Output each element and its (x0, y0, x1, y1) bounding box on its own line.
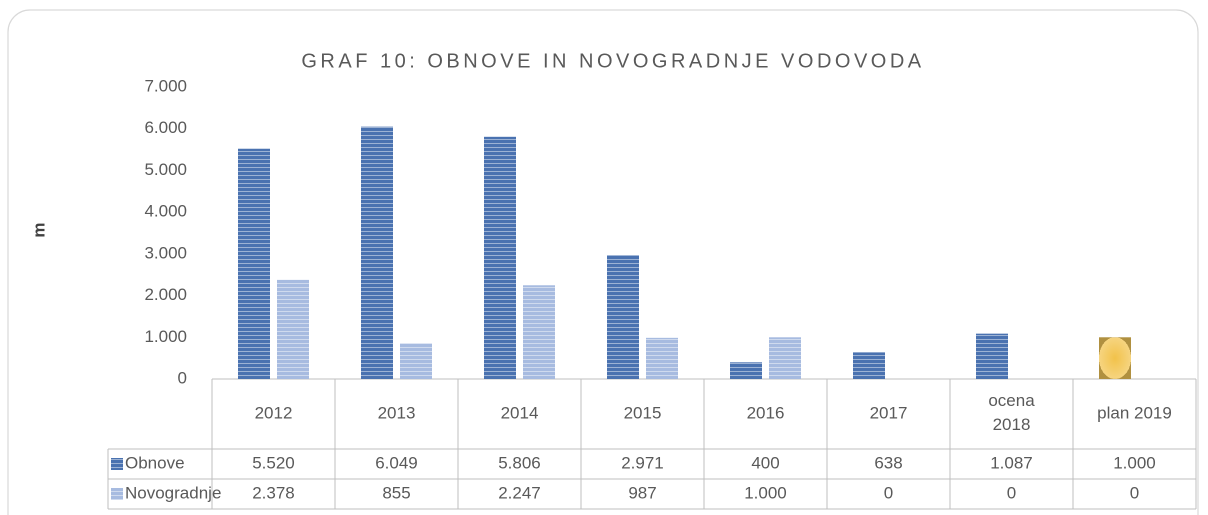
data-table-value: 400 (751, 453, 779, 472)
data-table-value: 2.378 (252, 483, 295, 502)
bar (361, 126, 393, 379)
data-table-value: 2.247 (498, 483, 541, 502)
bar (853, 352, 885, 379)
data-table-value: 0 (884, 483, 893, 502)
x-tick-label: 2017 (870, 403, 908, 422)
y-tick-label: 7.000 (144, 76, 187, 95)
bar (400, 343, 432, 379)
chart-frame (7, 9, 1199, 515)
x-tick-label: 2013 (378, 403, 416, 422)
bar (730, 362, 762, 379)
bar (769, 337, 801, 379)
x-tick-label: 2014 (501, 403, 539, 422)
data-table-value: 6.049 (375, 453, 418, 472)
y-tick-label: 1.000 (144, 327, 187, 346)
legend-label: Novogradnje (125, 483, 221, 502)
x-tick-label: plan 2019 (1097, 403, 1172, 422)
bar (976, 333, 1008, 379)
y-tick-label: 3.000 (144, 243, 187, 262)
bar (238, 148, 270, 379)
bar (277, 279, 309, 379)
bar (484, 136, 516, 379)
bar (607, 255, 639, 379)
data-table-value: 638 (874, 453, 902, 472)
chart-title: GRAF 10: OBNOVE IN NOVOGRADNJE VODOVODA (301, 50, 924, 72)
data-table-value: 0 (1007, 483, 1016, 502)
bar (646, 337, 678, 379)
data-table-value: 0 (1130, 483, 1139, 502)
x-tick-label: 2012 (255, 403, 293, 422)
y-tick-label: 5.000 (144, 160, 187, 179)
y-tick-label: 0 (178, 368, 187, 387)
y-tick-label: 6.000 (144, 118, 187, 137)
y-tick-label: 4.000 (144, 202, 187, 221)
x-tick-label: 2015 (624, 403, 662, 422)
y-axis-title: m (29, 222, 48, 237)
legend-label: Obnove (125, 453, 185, 472)
data-table-value: 5.806 (498, 453, 541, 472)
legend-swatch (111, 488, 123, 500)
x-tick-label: 2016 (747, 403, 785, 422)
data-table-value: 2.971 (621, 453, 664, 472)
bar (1099, 337, 1131, 379)
y-tick-label: 2.000 (144, 285, 187, 304)
legend-swatch (111, 458, 123, 470)
data-table-value: 5.520 (252, 453, 295, 472)
bar (523, 285, 555, 379)
data-table-value: 1.000 (1113, 453, 1156, 472)
data-table-value: 855 (382, 483, 410, 502)
data-table-value: 1.000 (744, 483, 787, 502)
x-tick-label: ocena 2018 (988, 391, 1035, 434)
data-table-value: 987 (628, 483, 656, 502)
data-table-value: 1.087 (990, 453, 1033, 472)
